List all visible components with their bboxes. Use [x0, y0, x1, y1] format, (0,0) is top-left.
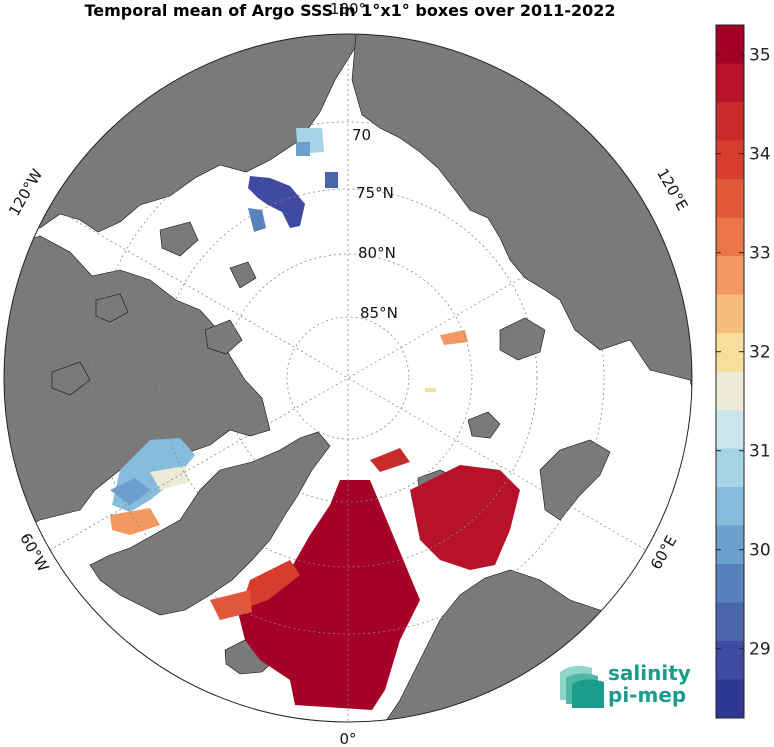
colorbar-segment [716, 602, 744, 642]
colorbar-tick-label: 32 [749, 343, 771, 363]
land-franz-josef [467, 411, 501, 439]
land-island-e [51, 361, 91, 396]
land-island-a [159, 221, 199, 257]
colorbar-segment [716, 102, 744, 141]
sss-labrador-2 [150, 466, 190, 490]
lat-label-75: 75°N [356, 184, 394, 202]
lat-label-80: 80°N [358, 244, 396, 262]
colorbar-segment [716, 410, 744, 449]
logo-wave-icon [560, 665, 604, 708]
colorbar-segment [716, 448, 744, 488]
sss-chukchi-b [296, 142, 310, 156]
sss-labrador [110, 508, 160, 535]
map-title: Temporal mean of Argo SSS in 1°x1° boxes… [84, 1, 616, 20]
logo-line2: pi-mep [608, 683, 686, 707]
sss-beaufort-fresh-3 [325, 172, 338, 188]
colorbar-frame [715, 24, 745, 719]
sss-nordic-edge-2 [210, 590, 252, 620]
sss-kara [440, 330, 468, 345]
colorbar-tick-label: 31 [749, 442, 771, 462]
colorbar-segment [716, 679, 744, 719]
colorbar-segment [716, 641, 744, 680]
sss-baffin-2 [110, 478, 150, 505]
sss-barents [410, 465, 520, 570]
colorbar-segments [716, 25, 744, 719]
colorbar-segment [716, 294, 744, 334]
land-severnaya [499, 317, 546, 361]
sss-nordic [238, 480, 420, 710]
colorbar-segment [716, 179, 744, 218]
salinity-pi-mep-logo: salinity pi-mep [560, 661, 691, 708]
map-body [4, 34, 692, 722]
colorbar-tick-label: 30 [749, 541, 771, 561]
logo-line1: salinity [608, 661, 691, 685]
graticule [49, 34, 647, 722]
colorbar-tick-label: 34 [749, 145, 771, 165]
colorbar-segment [716, 525, 744, 565]
colorbar-segment [716, 564, 744, 603]
land-island-b [204, 319, 243, 355]
lon-label-180: 180° [330, 0, 366, 18]
sss-laptev [425, 388, 436, 392]
colorbar-segment [716, 256, 744, 295]
land-novaya-zemlya [539, 439, 611, 521]
globe-border [3, 33, 693, 723]
colorbar-tick-label: 29 [749, 640, 771, 660]
colorbar-segment [716, 140, 744, 180]
colorbar-tick-label: 33 [749, 244, 771, 264]
sss-barents-2 [370, 448, 410, 472]
salinity-boxes [110, 128, 520, 710]
lat-label-85: 85°N [360, 304, 398, 322]
colorbar-segment [716, 487, 744, 526]
land-island-c [95, 293, 129, 323]
sss-nordic-edge [240, 560, 300, 610]
colorbar-segment [716, 63, 744, 103]
colorbar-ticks: 35 34 33 32 31 30 29 [716, 46, 771, 660]
lon-label-0: 0° [339, 730, 356, 747]
colorbar-tick-label: 35 [749, 46, 771, 66]
land-island-d [229, 261, 257, 289]
colorbar-segment [716, 371, 744, 411]
land-canada [4, 235, 271, 541]
land-greenland [89, 431, 331, 616]
colorbar-segment [716, 25, 744, 64]
colorbar-segment [716, 333, 744, 372]
sss-beaufort-fresh [248, 176, 305, 228]
colorbar-segment [716, 217, 744, 257]
lat-circle-80 [223, 253, 473, 503]
lat-label-70: 70 [352, 126, 371, 144]
sss-beaufort-fresh-2 [248, 208, 266, 232]
